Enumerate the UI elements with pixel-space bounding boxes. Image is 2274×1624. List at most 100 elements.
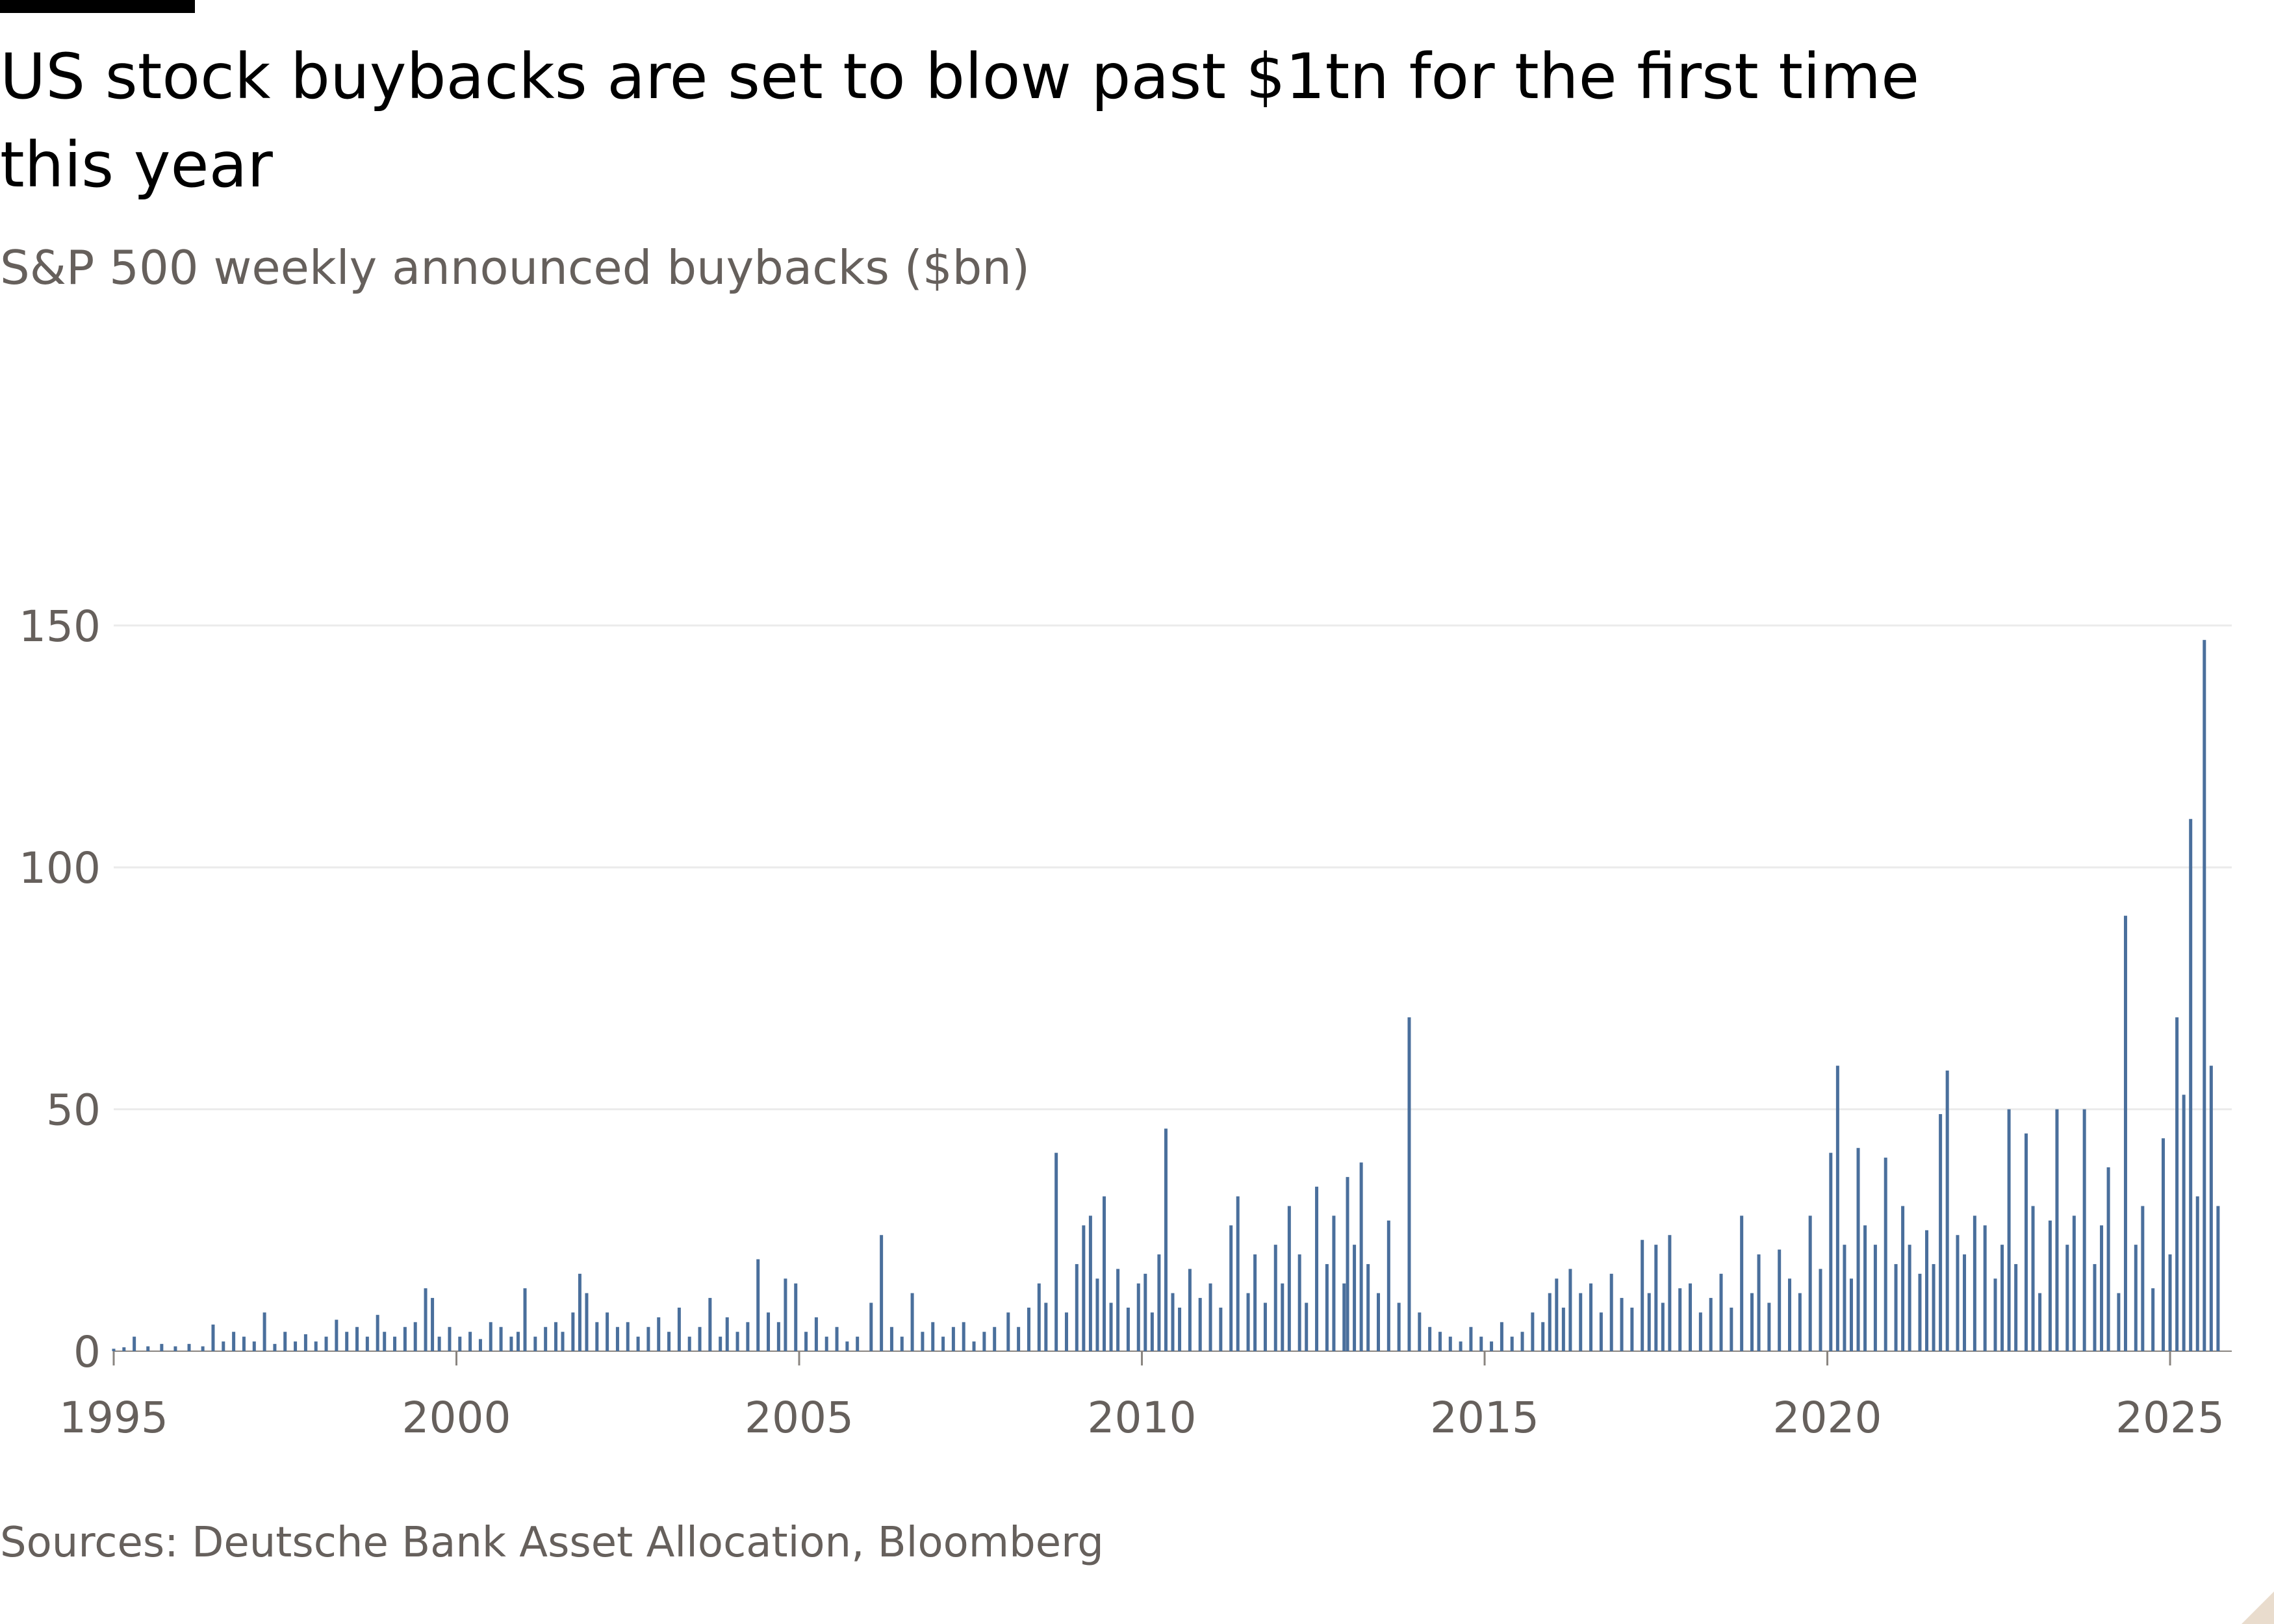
bar (1788, 1278, 1792, 1351)
bar (1918, 1273, 1922, 1351)
bar (1103, 1196, 1106, 1351)
bar (804, 1332, 808, 1351)
bar (2203, 640, 2206, 1351)
bar (345, 1332, 349, 1351)
bar (1027, 1307, 1030, 1351)
bar (1835, 1065, 1839, 1351)
bar (784, 1278, 787, 1351)
bar (1377, 1293, 1380, 1352)
y-tick-labels: 0 50 100 150 (19, 602, 101, 1377)
bar (931, 1322, 935, 1351)
bar (554, 1322, 557, 1351)
bar (1438, 1332, 1442, 1351)
bar (2055, 1109, 2059, 1351)
bar (646, 1326, 650, 1351)
bar (523, 1288, 527, 1351)
bar (1332, 1215, 1336, 1351)
bar (1095, 1278, 1099, 1351)
bar (1654, 1245, 1658, 1351)
bar (1719, 1273, 1723, 1351)
bar (657, 1317, 661, 1351)
bar (941, 1336, 945, 1351)
x-tick-label: 2000 (402, 1393, 511, 1443)
bar (431, 1298, 435, 1351)
bar (1219, 1307, 1223, 1351)
bar (1157, 1254, 1161, 1351)
bar (1993, 1278, 1997, 1351)
bar (746, 1322, 750, 1351)
bar (2209, 1065, 2213, 1351)
bar (2100, 1225, 2104, 1351)
y-tick-label: 50 (46, 1085, 101, 1136)
bar (1873, 1245, 1877, 1351)
bar (561, 1332, 565, 1351)
bar (335, 1319, 339, 1351)
bar (1561, 1307, 1565, 1351)
bar (1798, 1293, 1802, 1352)
x-tick-label: 2005 (745, 1393, 854, 1443)
bar (1054, 1152, 1058, 1351)
x-tick-label: 2010 (1088, 1393, 1197, 1443)
bar (2031, 1206, 2035, 1351)
bar (2117, 1293, 2121, 1352)
bar (1668, 1235, 1672, 1351)
bar (383, 1332, 387, 1351)
bar (499, 1326, 503, 1351)
bar (1599, 1312, 1603, 1351)
bar (2106, 1167, 2110, 1351)
bar (1150, 1312, 1154, 1351)
bar (1044, 1302, 1048, 1351)
bar (403, 1326, 407, 1351)
bar (1740, 1215, 1744, 1351)
bar (1641, 1239, 1644, 1351)
bar (242, 1336, 246, 1351)
bar (1973, 1215, 1976, 1351)
bar (1366, 1263, 1370, 1351)
bar (719, 1336, 722, 1351)
bar (1064, 1312, 1068, 1351)
bar (1171, 1293, 1175, 1352)
bar (776, 1322, 780, 1351)
bar (160, 1343, 164, 1351)
bar (1246, 1293, 1250, 1352)
bar (900, 1336, 904, 1351)
source-note: Sources: Deutsche Bank Asset Allocation,… (0, 1519, 1104, 1567)
bar (845, 1341, 849, 1351)
bar (1287, 1206, 1291, 1351)
x-tick-label: 2020 (1773, 1393, 1882, 1443)
bar (1983, 1225, 1987, 1351)
bar (636, 1336, 640, 1351)
bar (365, 1336, 369, 1351)
bar (1908, 1245, 1911, 1351)
bar (1500, 1322, 1503, 1351)
bar (725, 1317, 729, 1351)
bar (571, 1312, 575, 1351)
bar (1901, 1206, 1905, 1351)
bar (2065, 1245, 2069, 1351)
bar (615, 1326, 619, 1351)
bar (2000, 1245, 2004, 1351)
bar (794, 1283, 798, 1351)
bar (1469, 1326, 1473, 1351)
bar (1359, 1162, 1363, 1351)
bar (889, 1326, 893, 1351)
bar (1849, 1278, 1853, 1351)
bar (478, 1339, 482, 1351)
bar (1109, 1302, 1113, 1351)
bar (1767, 1302, 1771, 1351)
y-tick-label: 100 (19, 843, 101, 893)
bar (468, 1332, 472, 1351)
bar (146, 1346, 150, 1351)
bar-chart: 0 50 100 150 1995 2000 2005 2010 2015 2020 2025 (19, 602, 2232, 1443)
bar (880, 1235, 884, 1351)
bar (303, 1334, 307, 1351)
x-tick-label: 1995 (59, 1393, 168, 1443)
bar (1939, 1114, 1943, 1351)
bar (972, 1341, 976, 1351)
bar (1479, 1336, 1483, 1351)
bar (544, 1326, 548, 1351)
chart-subtitle: S&P 500 weekly announced buybacks ($bn) (0, 240, 1030, 295)
bar (2072, 1215, 2076, 1351)
bar (962, 1322, 965, 1351)
bar (835, 1326, 839, 1351)
